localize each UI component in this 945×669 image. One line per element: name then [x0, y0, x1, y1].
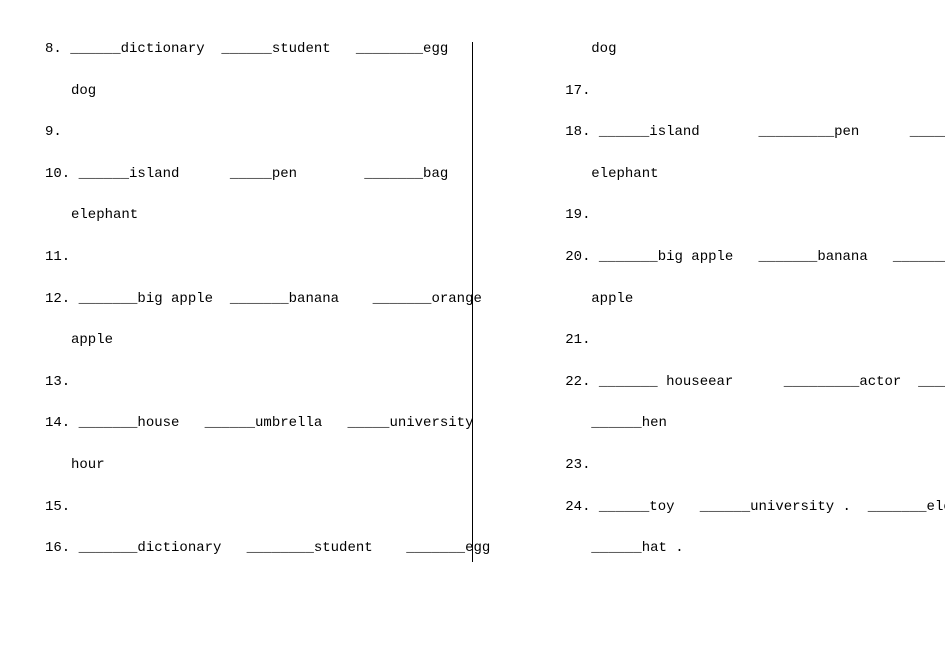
item-22-cont: ______hen	[565, 414, 945, 434]
item-23: 23.	[565, 456, 945, 476]
item-18-cont: elephant	[565, 165, 945, 185]
item-20: 20. _______big apple _______banana _____…	[565, 248, 945, 268]
item-14-cont: hour	[45, 456, 490, 476]
item-12-cont: apple	[45, 331, 490, 351]
item-22: 22. _______ houseear _________actor ____…	[565, 373, 945, 393]
column-divider	[472, 42, 473, 562]
item-8-cont: dog	[45, 82, 490, 102]
item-17: 17.	[565, 82, 945, 102]
worksheet-page: 8. ______dictionary ______student ______…	[0, 0, 945, 669]
item-24-cont: ______hat .	[565, 539, 945, 559]
item-16: 16. _______dictionary ________student __…	[45, 539, 490, 559]
item-16-cont: dog	[565, 40, 945, 60]
item-10-cont: elephant	[45, 206, 490, 226]
item-18: 18. ______island _________pen _______bag	[565, 123, 945, 143]
right-column: dog 17. 18. ______island _________pen __…	[520, 40, 945, 629]
item-14: 14. _______house ______umbrella _____uni…	[45, 414, 490, 434]
item-10: 10. ______island _____pen _______bag	[45, 165, 490, 185]
item-13: 13.	[45, 373, 490, 393]
item-11: 11.	[45, 248, 490, 268]
item-24: 24. ______toy ______university . _______…	[565, 498, 945, 518]
item-9: 9.	[45, 123, 490, 143]
item-8: 8. ______dictionary ______student ______…	[45, 40, 490, 60]
item-15: 15.	[45, 498, 490, 518]
item-19: 19.	[565, 206, 945, 226]
item-12: 12. _______big apple _______banana _____…	[45, 290, 490, 310]
item-21: 21.	[565, 331, 945, 351]
item-20-cont: apple	[565, 290, 945, 310]
left-column: 8. ______dictionary ______student ______…	[0, 40, 520, 629]
